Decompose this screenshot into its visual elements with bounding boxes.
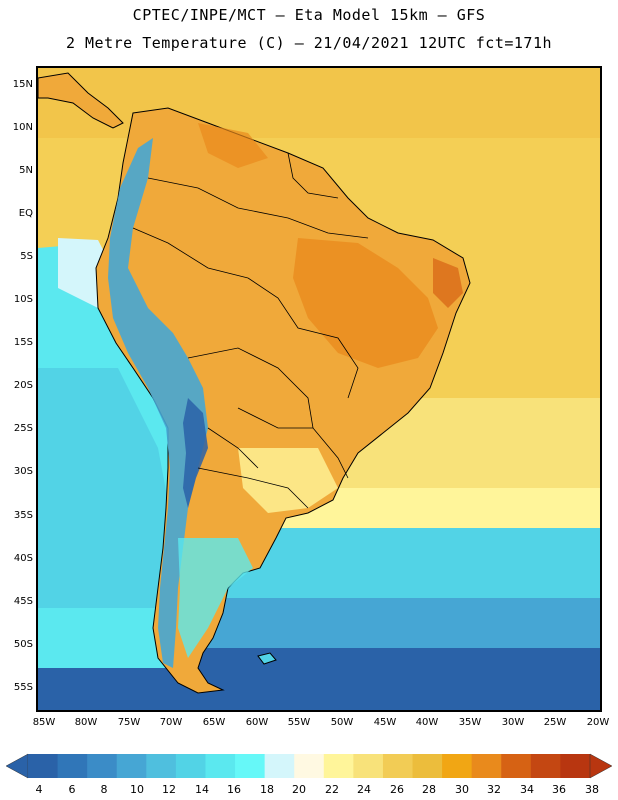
chart-title-line1: CPTEC/INPE/MCT – Eta Model 15km – GFS <box>132 6 486 24</box>
colorbar-label-20: 20 <box>292 783 306 796</box>
colorbar-label-36: 36 <box>552 783 566 796</box>
temperature-colorbar <box>5 753 613 779</box>
colorbar-swatch <box>530 754 561 778</box>
lon-label-80w: 80W <box>74 717 98 728</box>
chart-title-line2: 2 Metre Temperature (C) – 21/04/2021 12U… <box>65 34 553 52</box>
colorbar-swatch <box>28 754 59 778</box>
colorbar-label-30: 30 <box>455 783 469 796</box>
colorbar-label-6: 6 <box>68 783 76 796</box>
ocean-band-north <box>38 68 600 138</box>
lat-label-15s: 15S <box>13 337 33 348</box>
central-america-land <box>38 72 124 129</box>
lat-label-5n: 5N <box>19 165 33 176</box>
lon-label-65w: 65W <box>202 717 226 728</box>
colorbar-swatch <box>323 754 354 778</box>
colorbar-label-24: 24 <box>357 783 371 796</box>
colorbar-label-26: 26 <box>390 783 404 796</box>
colorbar-label-14: 14 <box>195 783 209 796</box>
colorbar-swatch <box>442 754 473 778</box>
colorbar-label-28: 28 <box>422 783 436 796</box>
lat-label-55s: 55S <box>13 682 33 693</box>
lon-label-55w: 55W <box>287 717 311 728</box>
lat-label-10n: 10N <box>12 122 33 133</box>
colorbar-swatch <box>264 754 295 778</box>
lon-label-40w: 40W <box>415 717 439 728</box>
lat-label-25s: 25S <box>13 423 33 434</box>
colorbar-swatch <box>560 754 591 778</box>
lon-label-60w: 60W <box>245 717 269 728</box>
lat-label-20s: 20S <box>13 380 33 391</box>
andes-high-peaks <box>183 398 208 508</box>
colorbar-swatch <box>175 754 206 778</box>
lat-label-50s: 50S <box>13 639 33 650</box>
colorbar-swatch <box>353 754 384 778</box>
pacific-cooler-water <box>38 368 173 608</box>
lon-label-45w: 45W <box>373 717 397 728</box>
colorbar-swatch <box>146 754 177 778</box>
colorbar-label-8: 8 <box>100 783 108 796</box>
colorbar-label-22: 22 <box>325 783 339 796</box>
country-borders <box>132 152 369 509</box>
colorbar-swatch <box>205 754 236 778</box>
colorbar-label-38: 38 <box>585 783 599 796</box>
colorbar-swatch <box>412 754 443 778</box>
colorbar-label-4: 4 <box>35 783 43 796</box>
colorbar-label-32: 32 <box>487 783 501 796</box>
lon-label-35w: 35W <box>458 717 482 728</box>
colorbar-swatch <box>87 754 118 778</box>
venezuela-hot-region <box>198 123 268 168</box>
colorbar-swatch <box>57 754 88 778</box>
patagonia-cool-region <box>178 538 253 658</box>
lat-label-40s: 40S <box>13 553 33 564</box>
temperature-map[interactable] <box>36 66 602 712</box>
colorbar-label-18: 18 <box>260 783 274 796</box>
colorbar-label-10: 10 <box>130 783 144 796</box>
lat-label-15n: 15N <box>12 79 33 90</box>
colorbar-swatch <box>471 754 502 778</box>
lat-label-eq: EQ <box>18 208 33 219</box>
lon-label-70w: 70W <box>159 717 183 728</box>
colorbar-swatch <box>501 754 532 778</box>
falkland-islands <box>257 652 277 665</box>
colorbar-label-12: 12 <box>162 783 176 796</box>
lon-label-25w: 25W <box>543 717 567 728</box>
hot-northeast-region <box>433 258 463 308</box>
colorbar-swatch <box>294 754 325 778</box>
lat-label-45s: 45S <box>13 596 33 607</box>
lat-label-10s: 10S <box>13 294 33 305</box>
lon-label-75w: 75W <box>117 717 141 728</box>
colorbar-label-16: 16 <box>227 783 241 796</box>
lat-label-30s: 30S <box>13 466 33 477</box>
lon-label-30w: 30W <box>501 717 525 728</box>
colorbar-label-34: 34 <box>520 783 534 796</box>
lat-label-5s: 5S <box>20 251 33 262</box>
colorbar-swatch <box>235 754 266 778</box>
colorbar-swatches <box>28 754 591 778</box>
lon-label-50w: 50W <box>330 717 354 728</box>
colorbar-swatch <box>382 754 414 778</box>
colorbar-right-arrow <box>589 753 613 779</box>
colorbar-left-arrow <box>5 753 29 779</box>
andes-terrain <box>108 138 208 668</box>
lon-label-85w: 85W <box>32 717 56 728</box>
lat-label-35s: 35S <box>13 510 33 521</box>
colorbar-swatch <box>116 754 147 778</box>
pampas-mild-region <box>238 448 338 513</box>
lon-label-20w: 20W <box>586 717 610 728</box>
